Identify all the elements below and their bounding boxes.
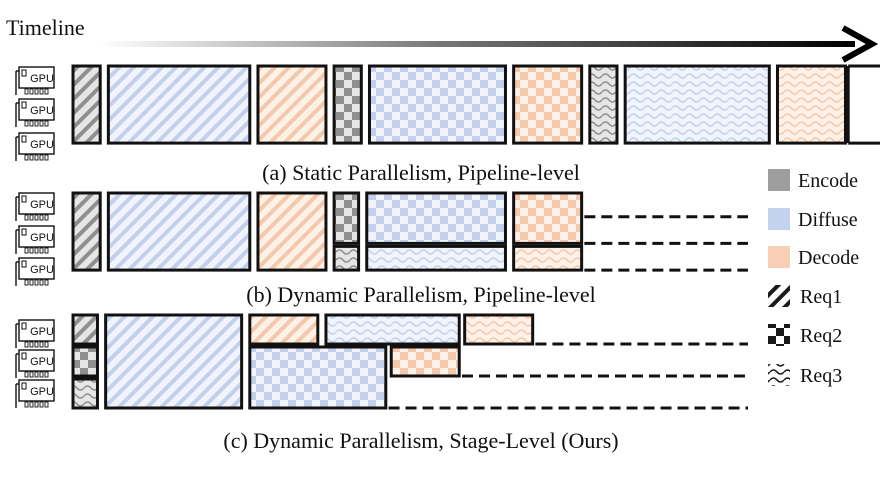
panel-caption-a: (a) Static Parallelism, Pipeline-level — [262, 160, 580, 185]
gpu-icon: GPU — [15, 225, 55, 254]
gpu-icon: GPU — [15, 66, 55, 95]
gpu-icon: GPU — [15, 98, 55, 127]
legend: Encode Diffuse Decode Req1 Req2 Req3 — [768, 169, 859, 387]
stage-block-diffuse-req2 — [367, 64, 507, 145]
legend-item-req2: Req2 — [768, 324, 842, 347]
legend-label-decode: Decode — [798, 247, 859, 269]
legend-label-req2: Req2 — [800, 325, 842, 347]
timeline-arrow-head — [841, 25, 879, 63]
gpu-icon: GPU — [15, 257, 55, 286]
stage-block-diffuse-req1 — [106, 64, 252, 145]
stage-block-encode-req3 — [332, 244, 361, 272]
legend-label-encode: Encode — [798, 170, 858, 192]
stage-block-decode-req1 — [248, 313, 320, 346]
legend-item-decode: Decode — [768, 246, 859, 269]
stage-block-encode-req3 — [588, 64, 619, 145]
panel-caption-b: (b) Dynamic Parallelism, Pipeline-level — [246, 282, 595, 307]
gpu-icon: GPU — [15, 379, 55, 408]
timeline-arrow-shaft — [100, 41, 855, 47]
legend-label-diffuse: Diffuse — [798, 209, 858, 231]
stage-block-encode-req1 — [71, 64, 102, 145]
legend-pattern-req1 — [768, 285, 790, 307]
stage-block-diffuse-req1 — [106, 191, 252, 272]
stage-block-decode-req3 — [775, 64, 847, 145]
panel-caption-c: (c) Dynamic Parallelism, Stage-Level (Ou… — [223, 428, 618, 453]
legend-label-req1: Req1 — [800, 286, 842, 308]
stage-block-diffuse-req3 — [623, 64, 771, 145]
legend-swatch-decode — [768, 246, 790, 268]
stage-block-encode-req2 — [332, 191, 361, 245]
gpu-label: GPU — [30, 326, 54, 338]
gpu-label: GPU — [30, 73, 54, 85]
stage-block-decode-req3 — [512, 244, 584, 272]
legend-pattern-req3 — [768, 364, 790, 386]
gpu-label: GPU — [30, 105, 54, 117]
gpu-label: GPU — [30, 386, 54, 398]
legend-item-encode: Encode — [768, 169, 858, 192]
stage-block-diffuse-req2 — [248, 345, 388, 410]
stage-block-decode-req1 — [256, 191, 328, 272]
stage-block-encode-req1 — [71, 191, 102, 272]
panel-c: GPU GPU GPU (c) Dynamic Parallelism, Stage-… — [15, 313, 748, 453]
stage-block-decode-req2 — [512, 191, 584, 245]
panel-a: GPU GPU GPU (a) Static Parallelism, Pipelin… — [15, 64, 880, 185]
stage-block-decode-req2 — [389, 345, 461, 378]
stage-block-decode-req1 — [256, 64, 328, 145]
stage-block-decode-req3 — [463, 313, 535, 346]
gpu-label: GPU — [30, 139, 54, 151]
stage-block-decode-req2 — [512, 64, 584, 145]
stage-block-diffuse-req2 — [365, 191, 507, 245]
stage-block-encode-req3 — [71, 377, 99, 410]
gpu-label: GPU — [30, 356, 54, 368]
gpu-icon: GPU — [15, 132, 55, 161]
legend-swatch-encode — [768, 169, 790, 191]
stage-block-encode-req2 — [71, 345, 99, 378]
gpu-icon: GPU — [15, 192, 55, 221]
legend-item-req1: Req1 — [768, 285, 842, 308]
legend-pattern-req2 — [768, 324, 790, 346]
stage-block-encode-req2 — [332, 64, 363, 145]
gpu-icon: GPU — [15, 319, 55, 348]
stage-block-diffuse-req1 — [104, 313, 244, 410]
stage-block-diffuse-req3 — [324, 313, 461, 346]
legend-label-req3: Req3 — [800, 365, 842, 387]
legend-swatch-diffuse — [768, 208, 790, 230]
gpu-label: GPU — [30, 199, 54, 211]
timeline-label: Timeline — [6, 15, 85, 40]
stage-block-encode-req1 — [71, 313, 99, 346]
gpu-icon: GPU — [15, 349, 55, 378]
continuation-bracket — [846, 64, 880, 145]
stage-block-diffuse-req3 — [365, 244, 507, 272]
gpu-label: GPU — [30, 232, 54, 244]
legend-item-req3: Req3 — [768, 364, 842, 387]
panel-b: GPU GPU GPU (b) Dynamic Parallelism, Pipeli… — [15, 191, 748, 307]
legend-item-diffuse: Diffuse — [768, 208, 858, 231]
gpu-label: GPU — [30, 264, 54, 276]
